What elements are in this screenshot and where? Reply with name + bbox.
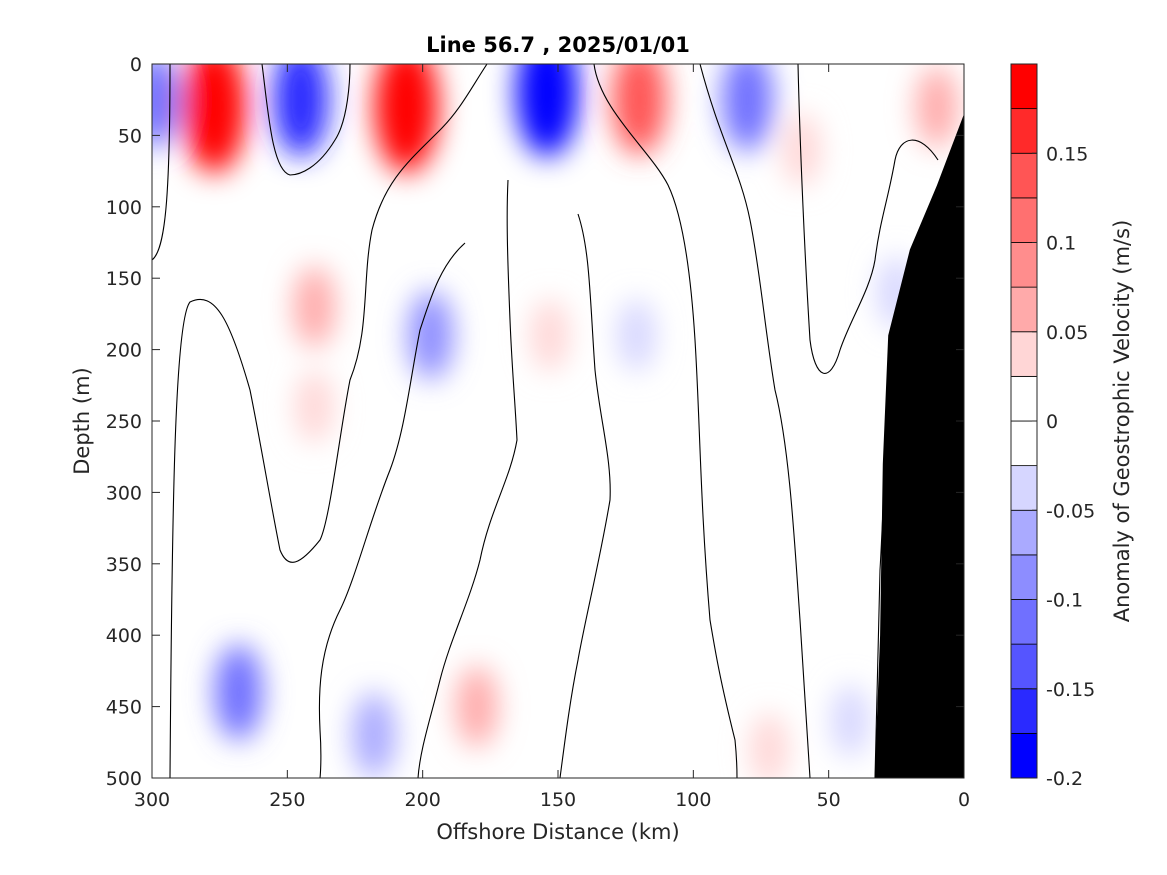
x-tick-label: 300 <box>134 789 170 811</box>
colorbar-tick-label: 0.05 <box>1046 322 1088 344</box>
zero-contour <box>593 64 738 778</box>
anomaly-cell <box>531 299 569 372</box>
x-tick-label: 250 <box>269 789 305 811</box>
x-tick-label: 200 <box>405 789 441 811</box>
y-tick-label: 300 <box>106 482 142 504</box>
colorbar-level <box>1010 242 1038 288</box>
colorbar-tick-label: -0.2 <box>1046 768 1083 790</box>
x-axis-label: Offshore Distance (km) <box>436 820 679 844</box>
anomaly-cell <box>612 64 667 155</box>
colorbar-tick-label: -0.05 <box>1046 500 1095 522</box>
zero-contour <box>559 213 611 778</box>
anomaly-cell <box>293 265 336 348</box>
colorbar-tick-label: 0 <box>1046 411 1058 433</box>
chart-title: Line 56.7 , 2025/01/01 <box>426 33 690 57</box>
colorbar-level <box>1010 643 1038 690</box>
anomaly-cell <box>214 644 263 741</box>
anomaly-cell <box>408 290 454 380</box>
colorbar-tick-label: -0.1 <box>1046 590 1083 612</box>
y-tick-label: 500 <box>106 768 142 790</box>
colorbar-level <box>1010 63 1038 110</box>
colorbar-level <box>1010 688 1038 734</box>
x-tick-label: 0 <box>958 789 970 811</box>
anomaly-cell <box>782 113 821 186</box>
plot-background <box>152 64 964 778</box>
y-axis: 0 50 100 150 200 250 300 350 400 450 500 <box>106 54 964 790</box>
colorbar-label: Anomaly of Geostrophic Velocity (m/s) <box>1110 220 1134 623</box>
anomaly-cell <box>182 64 247 173</box>
colorbar-level <box>1010 509 1038 556</box>
anomaly-cell <box>352 692 396 778</box>
anomaly-field <box>152 64 958 778</box>
colorbar-level <box>1010 331 1038 377</box>
colorbar-level <box>1010 375 1038 422</box>
anomaly-cell <box>916 66 958 148</box>
zero-contour <box>417 179 518 778</box>
x-axis: 300 250 200 150 100 50 0 <box>134 64 970 811</box>
y-tick-label: 150 <box>106 268 142 290</box>
y-tick-label: 450 <box>106 697 142 719</box>
zero-contour <box>261 64 351 176</box>
colorbar-tick-label: 0.15 <box>1046 143 1088 165</box>
y-tick-label: 350 <box>106 554 142 576</box>
zero-contour <box>699 64 811 778</box>
anomaly-cell <box>456 665 498 748</box>
anomaly-cell <box>152 64 179 148</box>
y-tick-label: 50 <box>118 125 142 147</box>
colorbar-level <box>1010 465 1038 511</box>
zero-contour <box>318 242 466 778</box>
colorbar-level <box>1010 732 1038 779</box>
colorbar-level <box>1010 286 1038 333</box>
zero-contour <box>797 64 939 374</box>
zero-contour <box>152 64 171 261</box>
plot-area <box>151 63 965 779</box>
zero-contour <box>169 64 488 778</box>
colorbar-level <box>1010 108 1038 154</box>
anomaly-cell <box>272 64 329 157</box>
colorbar-level <box>1010 554 1038 600</box>
colorbar-level <box>1010 420 1038 467</box>
anomaly-cell <box>831 684 870 758</box>
y-tick-label: 250 <box>106 411 142 433</box>
y-axis-label: Depth (m) <box>70 367 94 474</box>
colorbar-level <box>1010 152 1038 199</box>
anomaly-cell <box>721 64 774 152</box>
seafloor-bathymetry <box>874 113 964 778</box>
x-tick-label: 50 <box>817 789 841 811</box>
y-tick-label: 400 <box>106 625 142 647</box>
colorbar-tick-label: -0.15 <box>1046 679 1095 701</box>
y-tick-label: 200 <box>106 340 142 362</box>
y-tick-label: 100 <box>106 197 142 219</box>
anomaly-cell <box>295 370 334 444</box>
x-tick-label: 150 <box>540 789 576 811</box>
x-tick-label: 100 <box>675 789 711 811</box>
anomaly-cell <box>374 64 439 173</box>
colorbar-level <box>1010 197 1038 243</box>
y-tick-label: 0 <box>130 54 142 76</box>
colorbar-level <box>1010 599 1038 645</box>
anomaly-cell <box>617 299 656 372</box>
zero-contours <box>152 64 939 778</box>
anomaly-cell <box>750 713 788 778</box>
anomaly-blobs <box>152 64 958 778</box>
colorbar: 0.15 0.1 0.05 0 -0.05 -0.1 -0.15 -0.2 <box>1010 63 1095 790</box>
colorbar-tick-label: 0.1 <box>1046 233 1076 255</box>
anomaly-cell <box>515 64 579 157</box>
